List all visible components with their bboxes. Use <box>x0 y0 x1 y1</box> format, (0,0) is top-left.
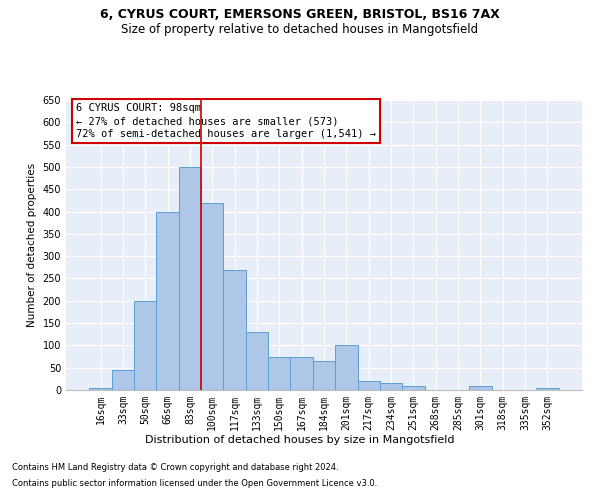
Bar <box>134 301 157 390</box>
Bar <box>246 332 268 390</box>
Bar <box>402 386 425 390</box>
Text: Contains public sector information licensed under the Open Government Licence v3: Contains public sector information licen… <box>12 478 377 488</box>
Text: Distribution of detached houses by size in Mangotsfield: Distribution of detached houses by size … <box>145 435 455 445</box>
Bar <box>313 361 335 390</box>
Y-axis label: Number of detached properties: Number of detached properties <box>27 163 37 327</box>
Bar <box>268 356 290 390</box>
Bar <box>89 388 112 390</box>
Bar <box>179 167 201 390</box>
Bar <box>157 212 179 390</box>
Bar <box>358 381 380 390</box>
Bar <box>380 384 402 390</box>
Text: 6 CYRUS COURT: 98sqm
← 27% of detached houses are smaller (573)
72% of semi-deta: 6 CYRUS COURT: 98sqm ← 27% of detached h… <box>76 103 376 140</box>
Text: Size of property relative to detached houses in Mangotsfield: Size of property relative to detached ho… <box>121 22 479 36</box>
Bar <box>201 202 223 390</box>
Bar <box>112 370 134 390</box>
Bar <box>536 388 559 390</box>
Bar <box>223 270 246 390</box>
Text: 6, CYRUS COURT, EMERSONS GREEN, BRISTOL, BS16 7AX: 6, CYRUS COURT, EMERSONS GREEN, BRISTOL,… <box>100 8 500 20</box>
Text: Contains HM Land Registry data © Crown copyright and database right 2024.: Contains HM Land Registry data © Crown c… <box>12 464 338 472</box>
Bar <box>469 386 491 390</box>
Bar <box>335 346 358 390</box>
Bar <box>290 356 313 390</box>
